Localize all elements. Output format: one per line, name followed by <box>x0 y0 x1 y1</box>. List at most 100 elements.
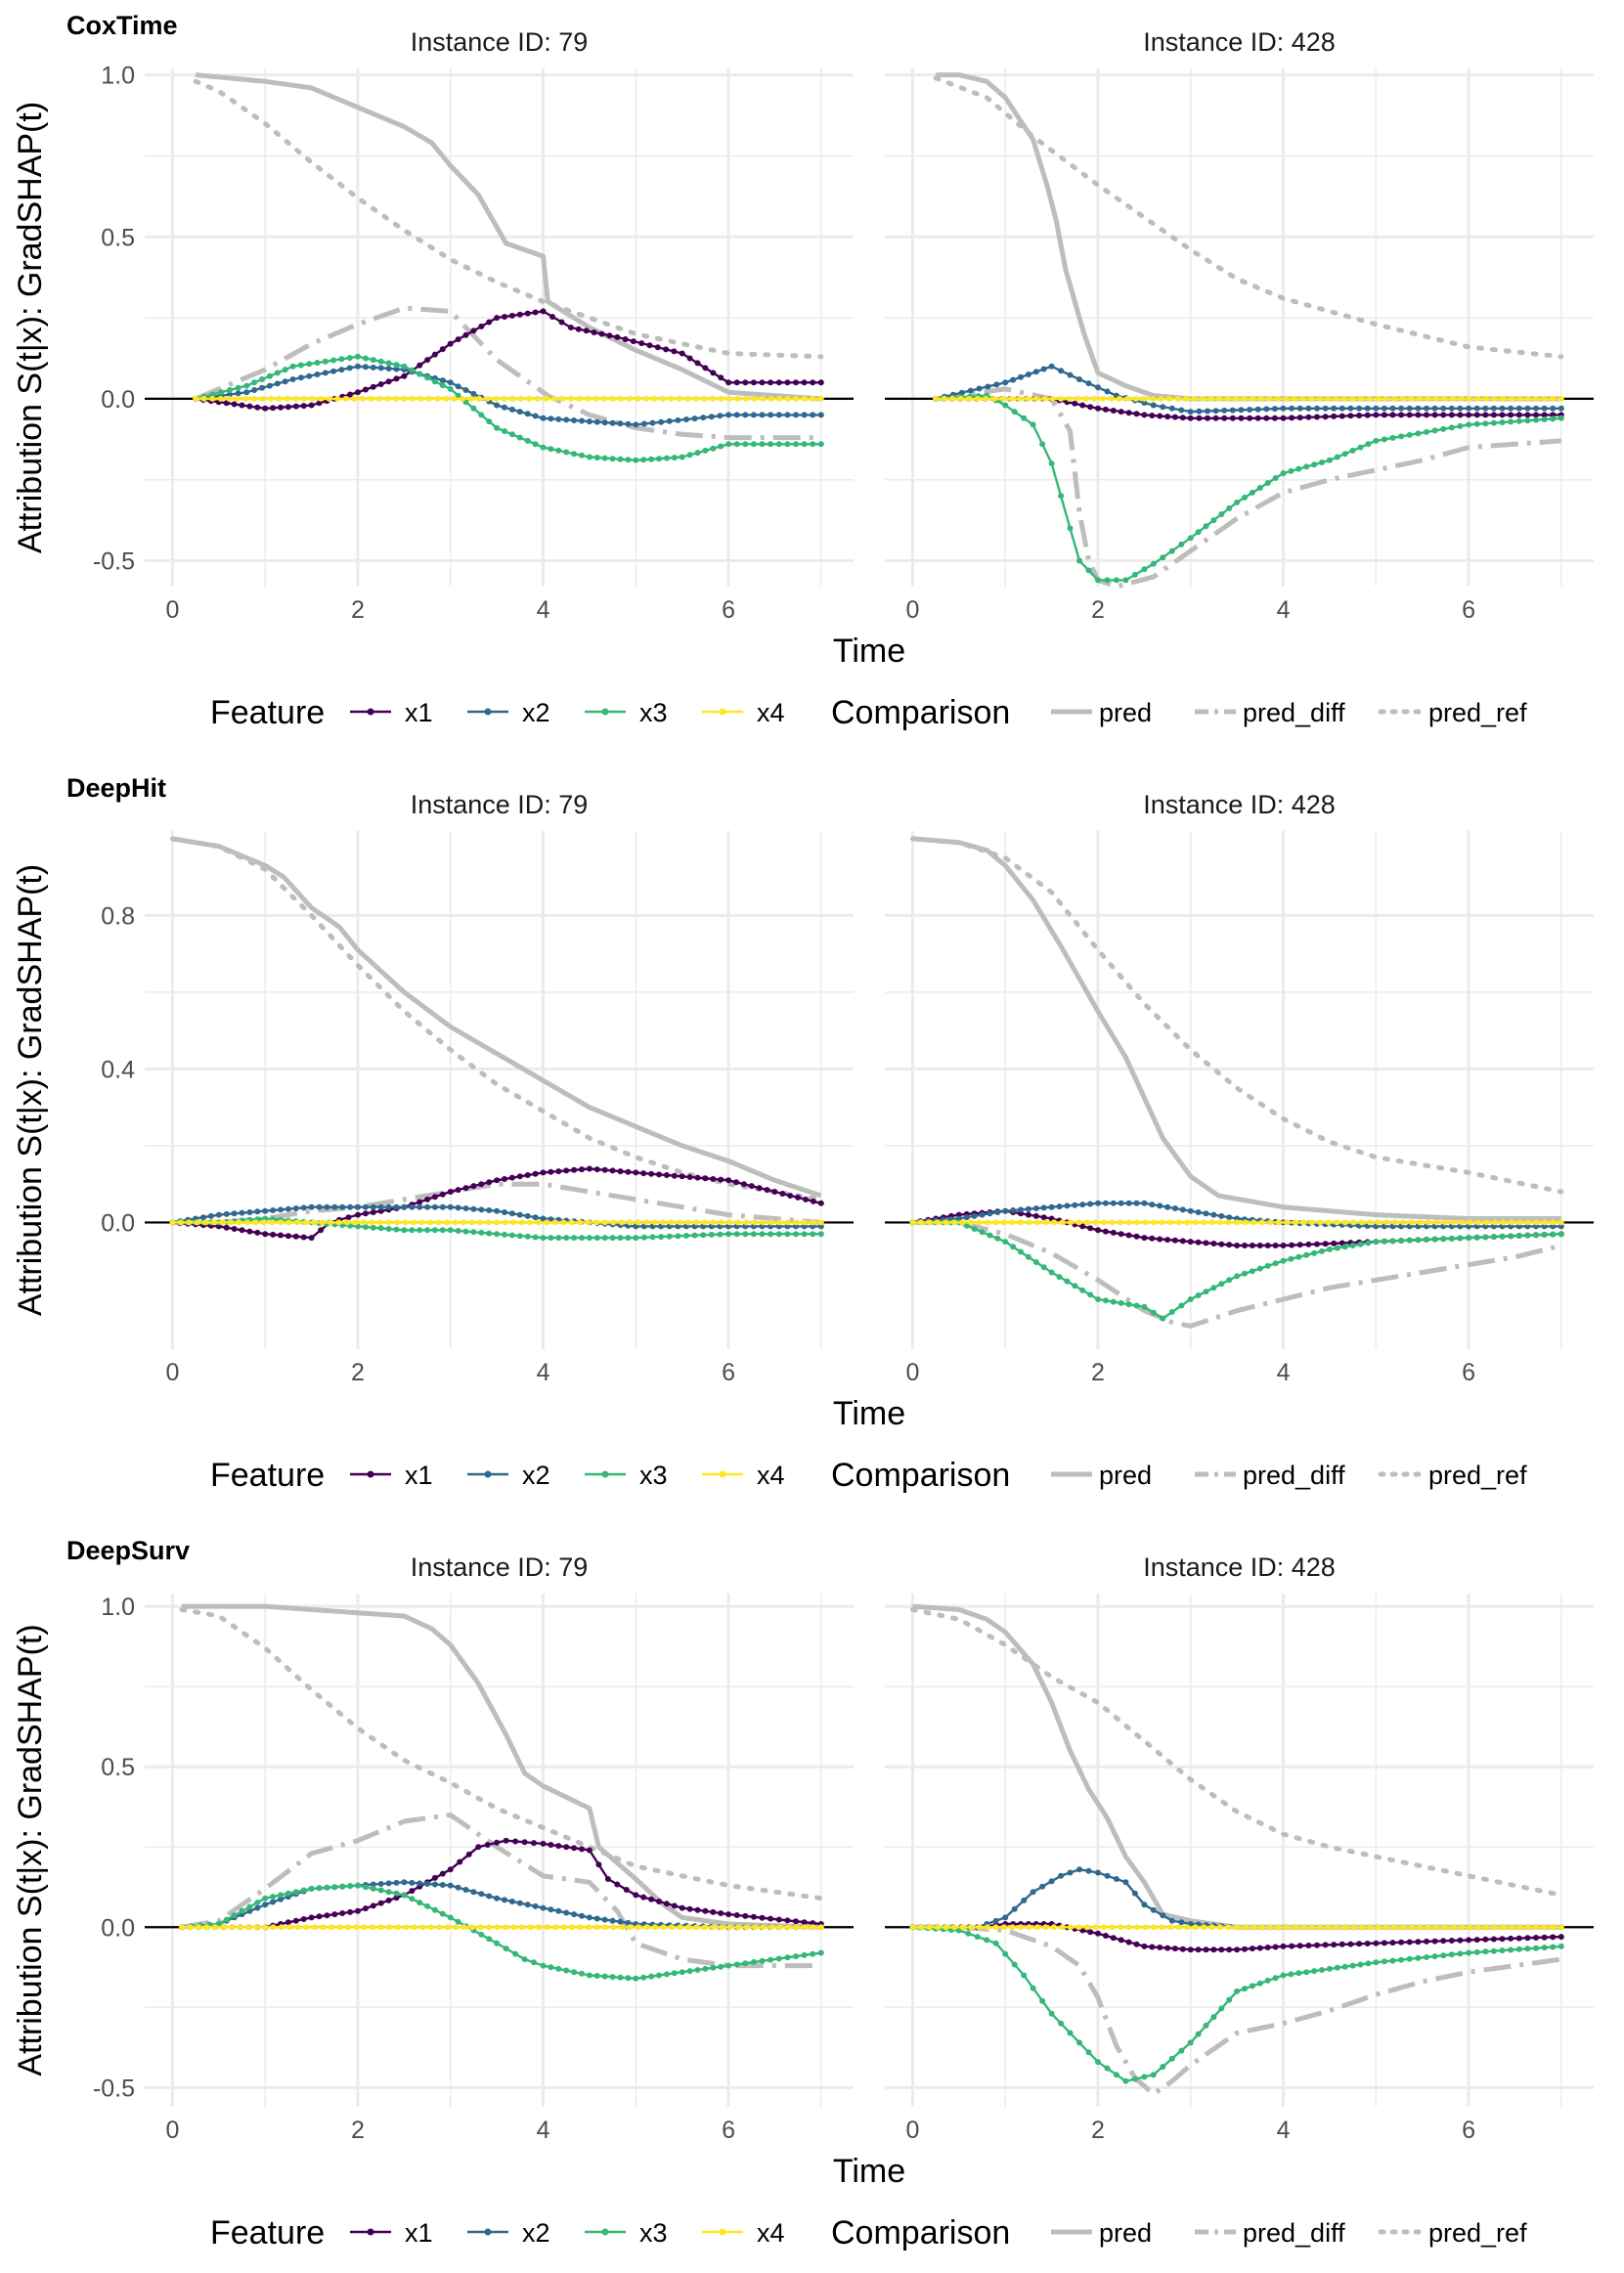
point-x3 <box>370 1885 376 1892</box>
point-x1 <box>625 1168 632 1175</box>
point-x4 <box>1132 395 1139 402</box>
point-x3 <box>775 1231 782 1238</box>
point-x3 <box>1499 1947 1506 1954</box>
point-x1 <box>1226 1242 1233 1248</box>
point-x1 <box>1280 1243 1287 1248</box>
point-x3 <box>1349 447 1356 454</box>
point-x4 <box>1383 1924 1390 1931</box>
point-x3 <box>1264 1977 1271 1984</box>
point-x1 <box>567 325 574 330</box>
point-x4 <box>1284 1924 1291 1931</box>
point-x4 <box>1467 1219 1473 1226</box>
facet-title: Instance ID: 428 <box>1143 790 1336 819</box>
point-x2 <box>768 412 774 418</box>
point-x1 <box>654 344 661 351</box>
point-x2 <box>532 1902 539 1909</box>
point-x1 <box>793 379 799 386</box>
point-x4 <box>544 1924 550 1931</box>
point-x4 <box>326 395 332 402</box>
point-x3 <box>1326 457 1333 463</box>
point-x2 <box>1229 407 1236 414</box>
point-x2 <box>1110 1200 1117 1206</box>
point-x4 <box>751 1219 758 1226</box>
point-x1 <box>486 319 493 326</box>
point-x2 <box>1085 380 1092 387</box>
point-x1 <box>718 1910 724 1916</box>
point-x3 <box>1381 436 1387 443</box>
point-x3 <box>502 1231 507 1238</box>
point-x2 <box>1296 405 1303 412</box>
point-x1 <box>1110 1229 1117 1236</box>
point-x3 <box>702 1965 709 1972</box>
point-x3 <box>1499 419 1506 425</box>
point-x3 <box>1334 1964 1340 1971</box>
point-x3 <box>750 441 757 448</box>
point-x4 <box>519 1924 526 1931</box>
point-x3 <box>1490 1947 1497 1954</box>
point-x4 <box>1192 1219 1199 1226</box>
point-x1 <box>1032 1212 1039 1219</box>
point-x2 <box>324 1203 330 1210</box>
point-x1 <box>1440 412 1447 418</box>
point-x1 <box>586 1847 593 1854</box>
point-x1 <box>285 404 291 411</box>
point-x3 <box>540 444 547 451</box>
point-x1 <box>604 1876 611 1882</box>
point-x3 <box>1249 489 1255 496</box>
point-x2 <box>377 1881 384 1887</box>
point-x1 <box>1242 1243 1248 1248</box>
point-x1 <box>1541 412 1548 418</box>
facet-title: Instance ID: 428 <box>1143 27 1336 57</box>
point-x4 <box>1242 1924 1249 1931</box>
point-x4 <box>701 1924 708 1931</box>
point-x1 <box>1195 1239 1202 1246</box>
point-x3 <box>984 1937 990 1944</box>
point-x3 <box>1406 1237 1413 1244</box>
point-x3 <box>810 1231 816 1238</box>
point-x3 <box>330 357 337 364</box>
point-x4 <box>1550 1924 1557 1931</box>
point-x3 <box>683 1233 689 1239</box>
point-x2 <box>1133 1200 1140 1206</box>
point-x4 <box>1099 395 1106 402</box>
point-x4 <box>1116 395 1122 402</box>
point-x3 <box>633 1235 639 1242</box>
point-x3 <box>593 1235 600 1242</box>
legend-item-pred: pred <box>1051 698 1152 727</box>
point-x2 <box>239 1209 245 1216</box>
point-x3 <box>1187 1296 1194 1302</box>
point-x3 <box>1389 1957 1396 1964</box>
point-x3 <box>1079 1287 1086 1293</box>
point-x4 <box>1267 1219 1274 1226</box>
point-x4 <box>1201 1924 1207 1931</box>
point-x4 <box>1292 1219 1298 1226</box>
point-x3 <box>1482 1948 1489 1955</box>
point-x3 <box>1160 554 1166 561</box>
point-x4 <box>461 1219 467 1226</box>
point-x3 <box>663 455 670 461</box>
point-x3 <box>362 355 369 362</box>
series-pred-diff <box>195 305 821 441</box>
point-x2 <box>370 1203 376 1210</box>
point-x2 <box>246 1907 253 1914</box>
point-x3 <box>1110 1298 1117 1305</box>
point-x2 <box>254 1208 261 1215</box>
point-x4 <box>751 1924 758 1931</box>
point-x1 <box>1118 1937 1124 1944</box>
point-x4 <box>1307 395 1314 402</box>
point-x1 <box>362 386 369 393</box>
point-x4 <box>320 1924 327 1931</box>
point-x4 <box>619 1924 625 1931</box>
point-x4 <box>485 1219 492 1226</box>
point-x4 <box>709 395 716 402</box>
x-tick-label: 0 <box>165 1359 179 1386</box>
point-x1 <box>540 308 547 315</box>
point-x3 <box>571 1969 578 1976</box>
point-x3 <box>1303 463 1310 470</box>
point-x3 <box>1541 416 1548 422</box>
point-x4 <box>1051 1924 1057 1931</box>
point-x4 <box>1533 395 1540 402</box>
point-x2 <box>270 1899 277 1905</box>
point-x2 <box>339 1203 346 1210</box>
point-x1 <box>1457 1937 1464 1944</box>
